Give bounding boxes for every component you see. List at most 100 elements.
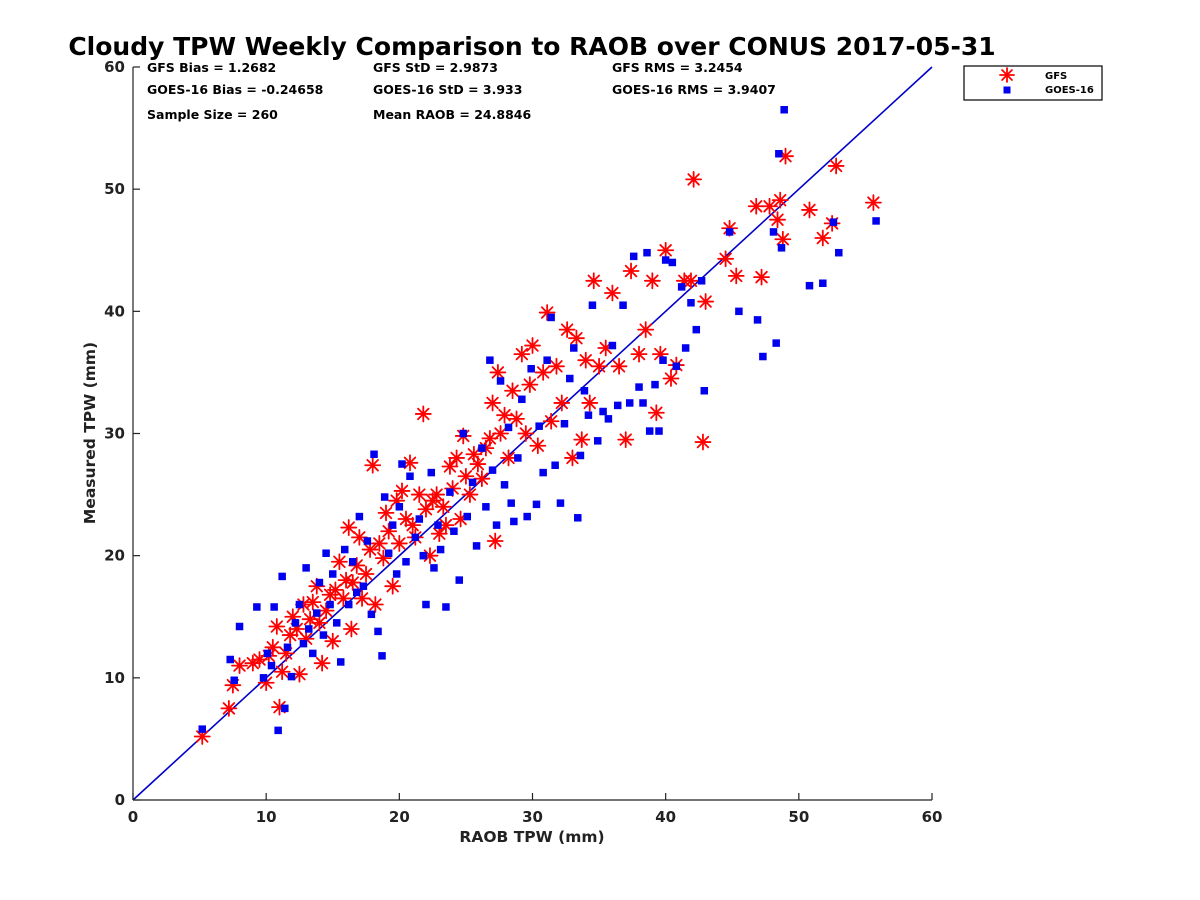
gfs-point	[577, 351, 595, 369]
goes16-point	[455, 576, 464, 584]
gfs-point	[568, 329, 585, 347]
gfs-point	[827, 157, 845, 175]
goes16-point	[411, 533, 420, 542]
legend-label-goes16: GOES-16	[1045, 85, 1094, 96]
gfs-point	[647, 404, 665, 422]
gfs-point	[585, 272, 603, 290]
goes16-point	[872, 217, 880, 225]
x-tick-label: 10	[256, 808, 277, 826]
gfs-point	[637, 321, 655, 339]
goes16-point	[492, 521, 501, 529]
goes16-point	[835, 248, 843, 257]
gfs-point	[717, 250, 734, 268]
goes16-point	[769, 228, 778, 236]
gfs-point	[604, 284, 621, 302]
gfs-point	[441, 458, 459, 475]
legend-box	[963, 65, 1103, 101]
goes16-point	[639, 399, 647, 407]
goes16-point	[406, 472, 414, 481]
stat-sample-size: Sample Size = 260	[147, 107, 278, 122]
goes16-point	[651, 380, 659, 389]
gfs-point	[801, 201, 818, 219]
goes16-point	[584, 411, 593, 419]
gfs-point	[553, 394, 571, 412]
goes16-point	[496, 377, 505, 385]
gfs-point	[268, 618, 286, 635]
gfs-point	[521, 376, 539, 394]
gfs-point	[697, 293, 715, 310]
gfs-point	[558, 321, 576, 339]
goes16-point	[253, 603, 261, 611]
stat-goes-bias: GOES-16 Bias = -0.24658	[147, 82, 323, 97]
gfs-point	[727, 267, 745, 285]
goes16-point	[681, 344, 690, 352]
goes16-point	[655, 427, 663, 435]
goes16-point	[780, 106, 788, 114]
goes16-point	[315, 578, 324, 587]
goes16-point	[395, 503, 404, 511]
gfs-point	[694, 433, 712, 451]
goes16-point	[302, 564, 310, 572]
gfs-point	[231, 657, 248, 675]
legend-label-gfs: GFS	[1045, 71, 1067, 82]
goes16-point	[672, 362, 681, 371]
goes16-point	[668, 258, 677, 267]
goes16-point	[463, 512, 471, 521]
goes16-point	[359, 582, 368, 590]
stat-goes-rms: GOES-16 RMS = 3.9407	[612, 82, 776, 97]
gfs-point	[573, 431, 591, 449]
goes16-point	[446, 488, 454, 496]
goes16-point	[326, 600, 334, 609]
goes16-point	[753, 316, 762, 324]
goes16-point	[819, 279, 827, 287]
goes16-point	[687, 299, 695, 307]
gfs-point	[548, 357, 565, 375]
gfs-point	[417, 500, 435, 518]
gfs-point	[865, 194, 882, 212]
stat-gfs-bias: GFS Bias = 1.2682	[147, 60, 276, 75]
x-tick-label: 30	[522, 808, 543, 826]
gfs-point	[469, 455, 487, 473]
goes16-point	[352, 588, 361, 597]
gfs-point	[508, 410, 525, 428]
gfs-point	[357, 565, 375, 583]
stat-goes-std: GOES-16 StD = 3.933	[373, 82, 522, 97]
goes16-point	[427, 468, 436, 477]
goes16-point	[574, 514, 582, 522]
goes16-point	[283, 643, 292, 652]
goes16-point	[384, 549, 393, 557]
goes16-point	[629, 252, 638, 261]
goes16-point	[374, 627, 382, 636]
gfs-point	[428, 486, 446, 503]
gfs-point	[769, 211, 786, 229]
goes16-point	[635, 383, 643, 391]
goes16-point	[725, 228, 734, 236]
goes16-point	[235, 622, 244, 631]
gfs-point	[500, 449, 517, 467]
gfs-point	[434, 498, 452, 516]
goes16-point	[599, 407, 607, 416]
y-tick-label: 0	[115, 791, 125, 809]
goes16-point	[363, 537, 372, 545]
gfs-point	[504, 382, 521, 400]
gfs-point	[410, 486, 428, 503]
gfs-point	[643, 272, 661, 290]
goes16-point	[697, 277, 706, 285]
goes16-point	[570, 344, 578, 352]
gfs-point	[564, 449, 581, 467]
y-tick-label: 10	[104, 669, 125, 687]
x-tick-label: 50	[788, 808, 809, 826]
goes16-point	[486, 356, 494, 364]
goes16-point	[504, 423, 513, 432]
gfs-point	[529, 437, 547, 455]
goes16-point	[478, 444, 486, 452]
goes16-point	[442, 603, 450, 611]
gfs-point	[534, 364, 552, 381]
goes16-point	[692, 325, 701, 334]
goes16-point	[332, 619, 341, 627]
gfs-point	[590, 357, 608, 375]
goes16-point	[402, 558, 410, 566]
goes16-point	[259, 674, 268, 682]
goes16-point	[580, 386, 589, 395]
goes16-point	[430, 564, 438, 572]
